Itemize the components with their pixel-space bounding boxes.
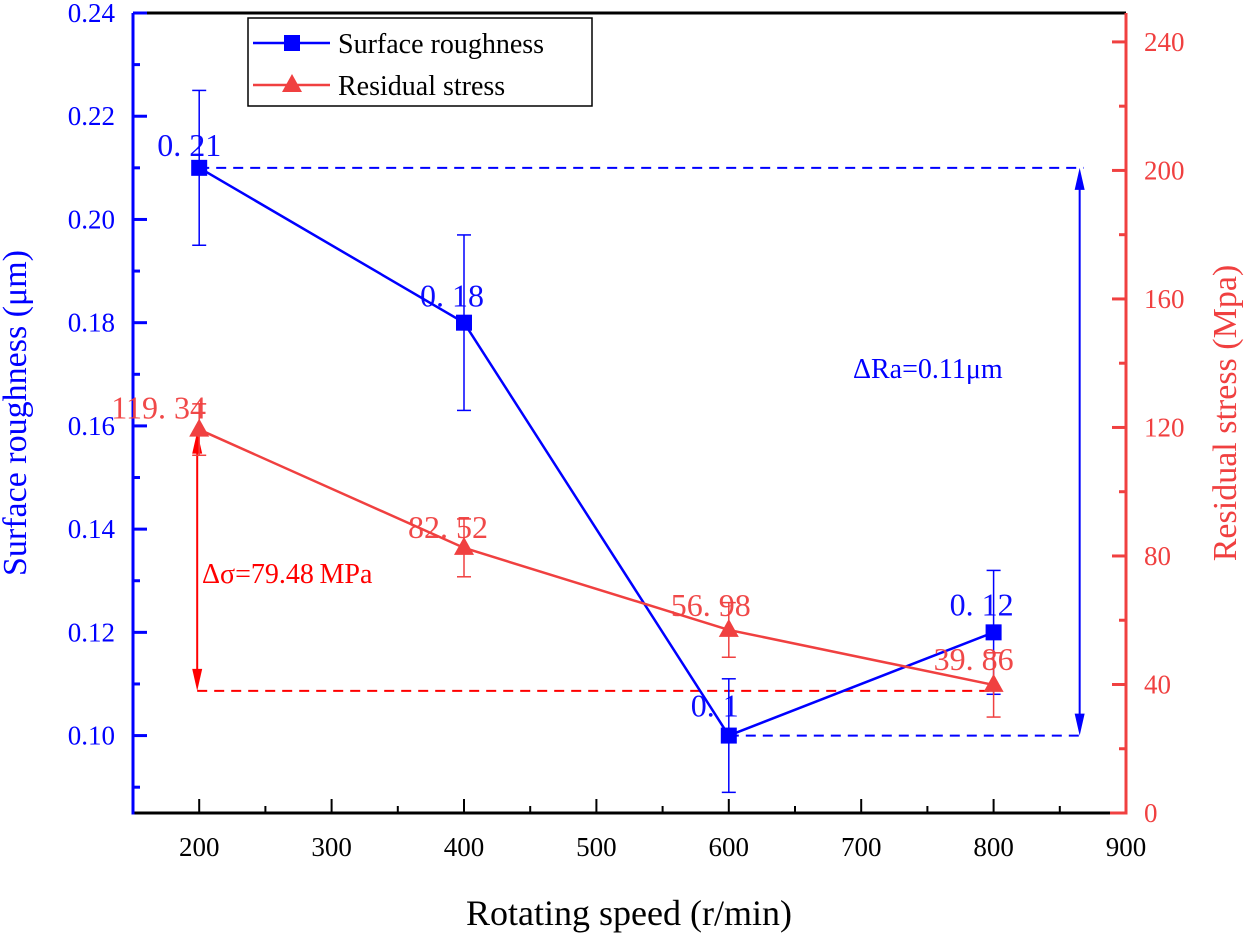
x-tick-label: 800 xyxy=(973,832,1014,862)
x-tick-label: 600 xyxy=(709,832,750,862)
y-left-tick-label: 0.24 xyxy=(68,0,116,28)
data-point-square xyxy=(456,314,472,331)
x-tick-label: 200 xyxy=(179,832,220,862)
legend-box xyxy=(247,17,593,107)
ra-arrow-head-up xyxy=(1074,167,1085,190)
ra-annotation-label: ΔRa=0.11μm xyxy=(853,354,1003,385)
series-residual-stress xyxy=(189,403,1004,718)
data-labels-layer: 0. 21 0. 18 0. 1 0. 12 119. 34 82. 52 56. 98 39… xyxy=(111,127,1013,724)
x-axis-title: Rotating speed (r/min) xyxy=(466,893,792,933)
x-tick-label: 900 xyxy=(1106,832,1147,862)
y-right-tick-label: 0 xyxy=(1144,798,1158,828)
y-axis-right-title: Residual stress (Mpa) xyxy=(1207,265,1244,562)
data-label: 56. 98 xyxy=(671,587,751,623)
data-label: 0. 1 xyxy=(691,688,739,724)
x-tick-label: 300 xyxy=(311,832,352,862)
data-label: 82. 52 xyxy=(408,509,488,545)
data-point-square xyxy=(720,727,737,744)
y-left-tick-label: 0.18 xyxy=(68,308,115,338)
legend-triangle-marker xyxy=(282,74,302,92)
axes-layer: 200 300 400 500 600 700 800 9000.100.120.140.16… xyxy=(68,0,1185,862)
series-layer xyxy=(189,89,1004,794)
series-surface-roughness xyxy=(191,89,1002,794)
legend: Surface roughness Residual stress xyxy=(247,17,593,107)
data-point-triangle xyxy=(983,673,1004,692)
series-line xyxy=(198,166,995,738)
y-right-tick-label: 40 xyxy=(1144,669,1171,699)
y-right-tick-label: 120 xyxy=(1144,412,1185,442)
data-point-triangle xyxy=(718,618,739,637)
data-point-triangle xyxy=(189,418,210,437)
y-left-tick-label: 0.16 xyxy=(68,411,115,441)
ra-arrow-head-down xyxy=(1074,713,1085,736)
legend-square-marker xyxy=(284,35,300,51)
data-point-square xyxy=(985,624,1002,641)
y-left-tick-label: 0.14 xyxy=(68,514,116,544)
y-right-tick-label: 160 xyxy=(1144,284,1185,314)
y-right-tick-label: 200 xyxy=(1144,155,1185,185)
x-tick-label: 700 xyxy=(841,832,882,862)
y-right-tick-label: 80 xyxy=(1144,541,1171,571)
y-right-tick-label: 240 xyxy=(1144,27,1185,57)
x-tick-label: 400 xyxy=(444,832,485,862)
x-tick-label: 500 xyxy=(576,832,617,862)
series-line xyxy=(198,428,994,687)
y-left-tick-label: 0.22 xyxy=(68,101,115,131)
y-left-tick-label: 0.20 xyxy=(68,204,115,234)
legend-label: Surface roughness xyxy=(338,29,544,60)
data-label: 39. 86 xyxy=(934,641,1014,677)
data-label: 119. 34 xyxy=(111,390,206,426)
sigma-arrow-head-down xyxy=(192,668,203,691)
y-left-tick-label: 0.10 xyxy=(68,721,115,751)
data-label: 0. 18 xyxy=(420,278,484,314)
data-label: 0. 12 xyxy=(950,586,1014,622)
data-point-square xyxy=(191,159,208,176)
y-axis-left-title: Surface roughness (μm) xyxy=(0,250,34,576)
data-label: 0. 21 xyxy=(157,127,221,163)
data-point-triangle xyxy=(454,536,474,555)
sigma-annotation-label: Δσ=79.48 MPa xyxy=(202,559,373,590)
y-left-tick-label: 0.12 xyxy=(68,617,115,647)
legend-label: Residual stress xyxy=(338,71,505,102)
